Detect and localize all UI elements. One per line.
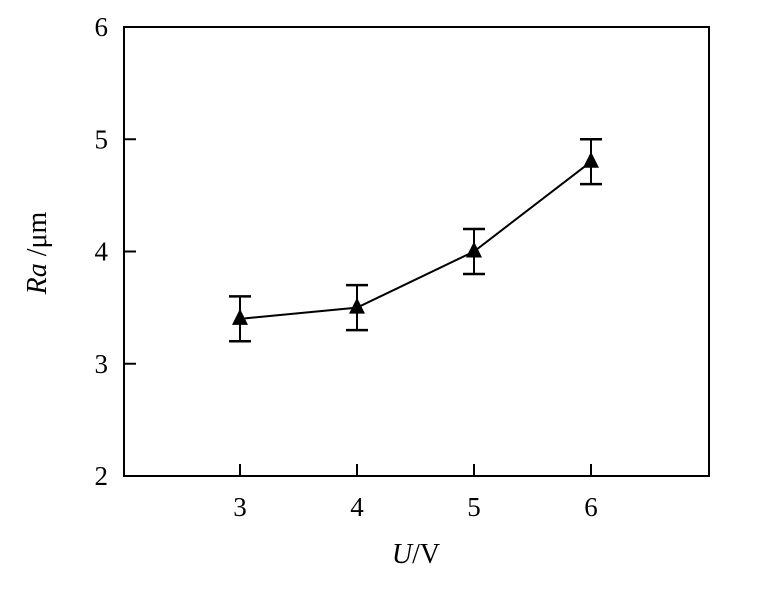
x-tick-label-3: 3 [233,492,247,522]
y-tick-label-5: 5 [95,124,109,154]
x-tick-label-5: 5 [467,492,481,522]
y-tick-label-3: 3 [95,349,109,379]
x-axis-label: U/V [392,539,440,570]
data-point-4 [349,297,365,314]
x-tick-labels: 3 4 5 6 [233,492,598,522]
x-axis-label-var: U [392,539,414,570]
y-axis-label: Ra /μm [22,211,53,295]
data-point-3 [232,308,248,325]
y-axis-label-unit: /μm [22,211,53,263]
y-tick-label-2: 2 [95,461,109,491]
series-layer [229,138,602,343]
y-tick-label-4: 4 [95,237,109,267]
plot-frame [123,26,710,477]
tick-marks [124,26,592,477]
x-tick-label-4: 4 [350,492,364,522]
data-point-6 [583,151,599,168]
x-tick-label-6: 6 [584,492,598,522]
y-axis-label-var: Ra [22,263,53,295]
y-tick-label-6: 6 [95,12,109,42]
y-tick-labels: 2 3 4 5 6 [95,12,109,491]
x-axis-label-unit: /V [412,539,440,570]
series-line-0 [239,160,592,320]
data-point-5 [466,241,482,258]
